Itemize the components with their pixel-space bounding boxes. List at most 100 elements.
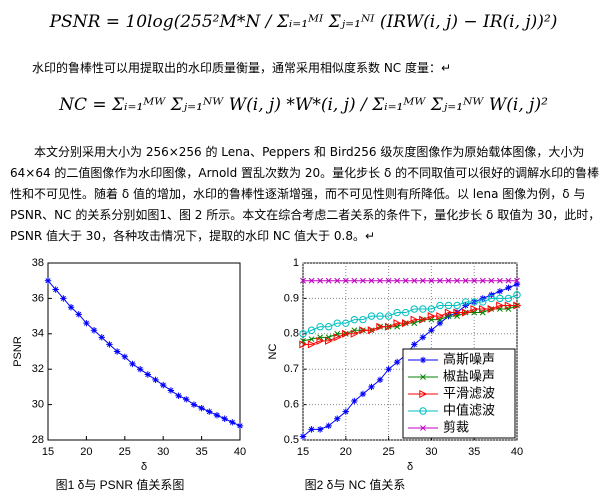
y-tick-label: 28 <box>32 434 44 446</box>
marker <box>470 305 479 314</box>
marker <box>402 308 410 317</box>
marker <box>436 312 445 321</box>
marker <box>436 319 444 327</box>
legend-marker <box>419 407 427 415</box>
marker <box>504 294 513 303</box>
y-axis-label: NC <box>267 344 279 360</box>
marker <box>384 312 393 320</box>
line <box>302 294 518 335</box>
marker <box>437 316 443 323</box>
marker <box>496 306 503 312</box>
x-tick-label: 40 <box>511 446 523 458</box>
marker <box>316 323 324 331</box>
marker <box>419 277 426 284</box>
marker <box>454 277 460 284</box>
marker <box>299 433 307 440</box>
marker <box>299 340 308 349</box>
marker <box>359 326 368 335</box>
marker <box>411 277 418 284</box>
legend-marker <box>420 374 426 380</box>
x-tick-label: 30 <box>425 446 437 458</box>
legend-label: 剪裁 <box>443 419 469 434</box>
marker <box>444 301 453 310</box>
x-tick-label: 30 <box>157 446 169 458</box>
marker <box>513 291 521 299</box>
y-tick-label: 38 <box>32 257 44 269</box>
marker <box>333 333 342 342</box>
marker <box>402 319 411 328</box>
legend-label: 中值滤波 <box>443 402 495 417</box>
marker <box>479 298 487 306</box>
marker <box>514 277 520 284</box>
marker <box>394 277 401 284</box>
y-tick-label: 0.5 <box>284 434 299 446</box>
marker <box>367 312 376 320</box>
marker <box>351 327 358 334</box>
marker <box>367 326 376 335</box>
legend-marker <box>420 425 426 431</box>
marker <box>488 277 495 284</box>
marker <box>496 277 503 284</box>
marker <box>52 286 59 293</box>
marker <box>160 381 167 389</box>
marker <box>445 277 452 284</box>
x-tick-label: 20 <box>80 446 92 458</box>
marker <box>437 277 443 284</box>
marker <box>385 366 392 373</box>
marker <box>350 316 359 324</box>
marker <box>384 322 393 331</box>
marker <box>83 319 90 327</box>
caption: 图2 δ与 NC 值关系 <box>305 477 406 492</box>
marker <box>461 298 470 306</box>
marker <box>410 305 418 313</box>
x-tick-label: 25 <box>382 446 394 458</box>
paragraph: 水印的鲁棒性可以用提取出的水印质量衡量，通常采用相似度系数 NC 度量：↵ <box>32 61 452 75</box>
marker <box>513 301 522 310</box>
marker <box>334 330 341 337</box>
caption: 图1 δ与 PSNR 值关系图 <box>56 477 185 492</box>
marker <box>152 376 159 384</box>
marker <box>175 392 182 399</box>
marker <box>308 426 315 433</box>
y-tick-label: 32 <box>32 363 44 375</box>
marker <box>479 305 488 314</box>
marker <box>359 390 367 398</box>
marker <box>453 308 462 317</box>
x-tick-label: 35 <box>468 446 480 458</box>
marker <box>505 277 512 284</box>
marker <box>394 323 401 330</box>
marker <box>428 327 435 334</box>
x-tick-label: 25 <box>119 446 131 458</box>
marker <box>487 294 496 303</box>
marker <box>324 336 333 345</box>
marker <box>183 396 190 403</box>
marker <box>419 305 427 313</box>
marker <box>359 316 367 324</box>
marker <box>393 308 401 317</box>
marker <box>221 415 228 422</box>
x-axis-label: δ <box>141 461 147 473</box>
marker <box>445 313 452 320</box>
y-tick-label: 0.6 <box>284 399 299 411</box>
marker <box>136 366 144 373</box>
marker <box>402 277 409 284</box>
marker <box>427 312 436 321</box>
marker <box>393 319 402 328</box>
legend-marker <box>419 389 428 399</box>
marker <box>98 334 105 341</box>
marker <box>351 397 358 405</box>
marker <box>470 298 478 306</box>
marker <box>411 341 418 348</box>
marker <box>317 334 324 341</box>
marker <box>342 277 349 284</box>
marker <box>428 316 435 323</box>
marker <box>513 281 521 288</box>
marker <box>479 277 486 284</box>
marker <box>307 326 316 334</box>
marker <box>479 309 486 316</box>
marker <box>436 301 444 310</box>
marker <box>342 319 350 327</box>
marker <box>505 306 512 312</box>
marker <box>167 387 175 394</box>
